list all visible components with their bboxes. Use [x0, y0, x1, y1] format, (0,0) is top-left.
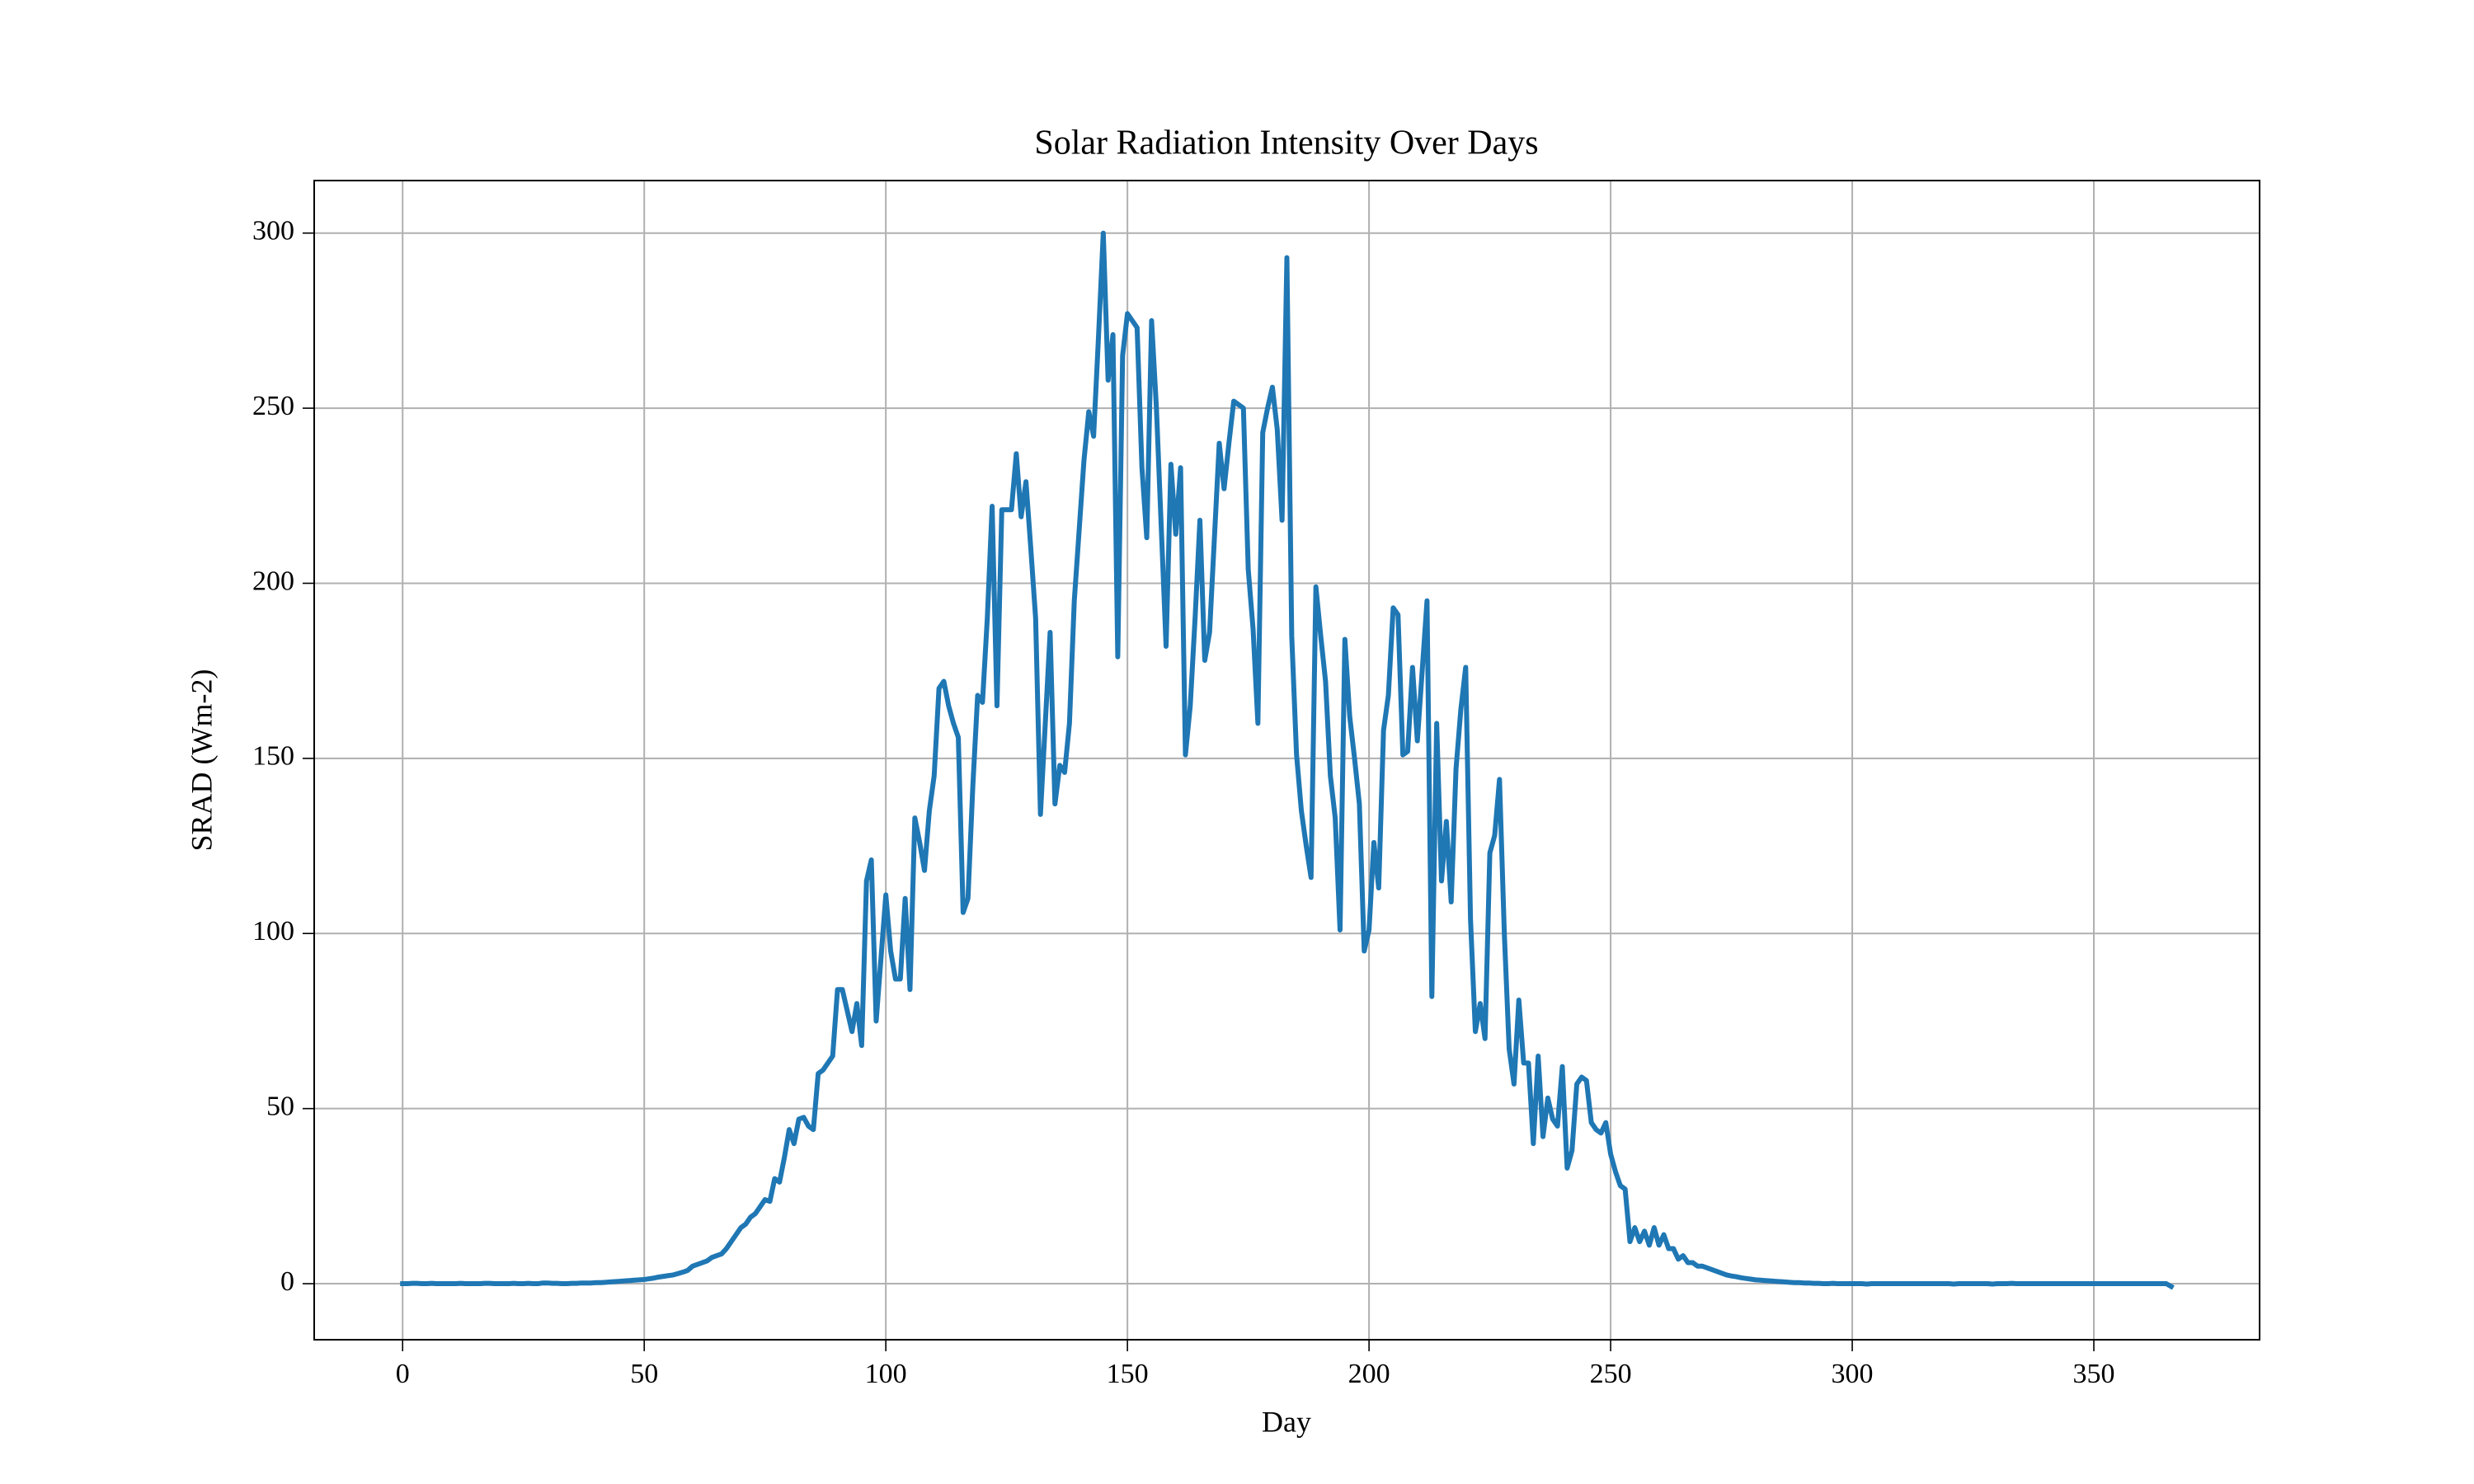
y-tick-label: 300 [252, 216, 294, 247]
data-line [400, 230, 2175, 1290]
y-tick-label: 150 [252, 741, 294, 772]
x-tick-label: 150 [1107, 1359, 1149, 1389]
x-tick-label: 50 [630, 1359, 658, 1389]
y-tick-label: 0 [280, 1266, 294, 1297]
x-tick-label: 200 [1348, 1359, 1390, 1389]
x-tick-label: 100 [865, 1359, 907, 1389]
x-tick-label: 250 [1590, 1359, 1632, 1389]
y-axis-label: SRAD (Wm-2) [185, 669, 218, 852]
plot-frame [313, 180, 2260, 1341]
y-tick-label: 200 [252, 566, 294, 596]
x-axis-label: Day [1262, 1405, 1311, 1438]
y-tick-label: 250 [252, 391, 294, 421]
y-tick-label: 100 [252, 916, 294, 946]
chart-title: Solar Radiation Intensity Over Days [1034, 124, 1538, 162]
x-tick-label: 0 [396, 1359, 410, 1389]
x-tick-label: 300 [1832, 1359, 1874, 1389]
y-tick-label: 50 [266, 1091, 294, 1121]
x-tick-label: 350 [2073, 1359, 2115, 1389]
